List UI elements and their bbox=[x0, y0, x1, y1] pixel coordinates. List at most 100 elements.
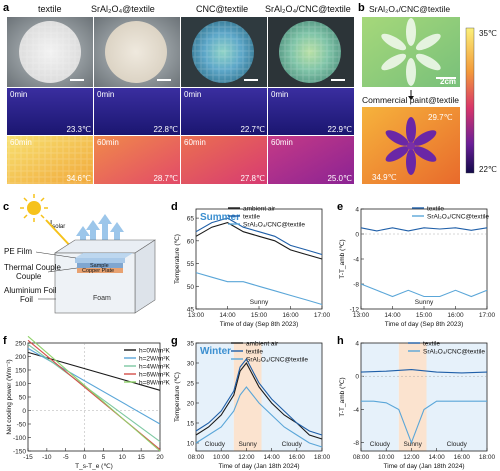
thermal-0min-combo bbox=[268, 88, 354, 135]
x-tick-label: 20 bbox=[156, 454, 164, 461]
panel-b-temp-top: 29.7℃ bbox=[428, 113, 453, 122]
panel-b-scale: 2cm bbox=[440, 77, 456, 86]
series-line-3 bbox=[195, 386, 323, 448]
temp-60-combo: 25.0℃ bbox=[327, 174, 352, 183]
chart-title: Summer bbox=[200, 212, 240, 223]
time-label-60: 60min bbox=[97, 138, 119, 147]
series-line-3 bbox=[195, 272, 323, 306]
plot-frame bbox=[195, 342, 323, 452]
x-tick-label: 13:00 bbox=[188, 312, 205, 319]
solar-label: Isolar bbox=[50, 219, 65, 230]
y-tick-label: 25 bbox=[187, 381, 195, 388]
temp-60-cnc: 27.8℃ bbox=[240, 174, 265, 183]
time-label-60: 60min bbox=[271, 138, 293, 147]
annotation-cloudy: Cloudy bbox=[447, 441, 468, 448]
x-tick-label: 0 bbox=[83, 454, 87, 461]
x-tick-label: 17:00 bbox=[314, 312, 331, 319]
legend-label: textile bbox=[423, 341, 440, 348]
annotation-sunny: Sunny bbox=[403, 441, 422, 448]
y-tick-label: -12 bbox=[350, 307, 360, 314]
legend-label: textile bbox=[243, 214, 260, 221]
x-tick-label: 15:00 bbox=[416, 312, 433, 319]
flower-pattern bbox=[381, 18, 441, 86]
x-tick-label: 17:00 bbox=[479, 312, 496, 319]
scale-bar bbox=[157, 79, 171, 81]
series-line-1 bbox=[360, 369, 488, 374]
y-tick-label: -50 bbox=[17, 422, 27, 429]
series-line-2 bbox=[195, 357, 323, 436]
y-tick-label: 60 bbox=[187, 238, 195, 245]
y-tick-label: -8 bbox=[353, 440, 359, 447]
y-axis-label: Temperature (℃) bbox=[174, 372, 181, 422]
legend-label: textile bbox=[427, 206, 444, 213]
annotation-sunny: Sunny bbox=[238, 441, 257, 448]
series-line-2 bbox=[195, 217, 323, 256]
series-line-2 bbox=[361, 400, 487, 445]
arrow-head bbox=[408, 96, 414, 100]
emission-arrows bbox=[76, 214, 124, 248]
cloudy-region bbox=[196, 343, 234, 451]
x-axis-label: Time of day (Jan 18th 2024) bbox=[218, 463, 299, 470]
x-tick-label: 16:00 bbox=[289, 454, 306, 461]
fabric-weave-combo bbox=[279, 21, 341, 83]
chart-g: g 10 15 20 25 30 35 08:00 10:00 12:00 14:00 16:00 18… bbox=[171, 335, 331, 470]
series-line-2 bbox=[360, 283, 488, 298]
legend-label: h=0W/m²K bbox=[139, 348, 171, 355]
y-tick-label: 65 bbox=[187, 216, 195, 223]
panel-a-label: a bbox=[3, 2, 10, 14]
time-label-0: 0min bbox=[10, 90, 27, 99]
x-tick-label: 18:00 bbox=[479, 454, 496, 461]
chart-d: d 45 50 55 60 65 13:00 14:00 15:00 16:00 17:00 Time… bbox=[171, 201, 331, 328]
flower-thermal bbox=[385, 117, 437, 175]
layer-foil-2: Foil bbox=[20, 295, 33, 304]
panel-h-label: h bbox=[337, 335, 344, 347]
col-title-textile: textile bbox=[38, 4, 62, 14]
x-axis-label: Time of day (Sep 8th 2023) bbox=[220, 321, 299, 328]
y-tick-label: 20 bbox=[187, 401, 195, 408]
legend-label: SrAl₂O₄/CNC@textile bbox=[423, 349, 485, 356]
y-tick-label: -4 bbox=[353, 407, 359, 414]
x-tick-label: 10:00 bbox=[213, 454, 230, 461]
time-label-60: 60min bbox=[10, 138, 32, 147]
panel-d-label: d bbox=[171, 201, 178, 213]
series-line-5 bbox=[27, 335, 161, 452]
sunny-region bbox=[398, 343, 427, 451]
cloudy-region bbox=[361, 343, 399, 451]
y-tick-label: 200 bbox=[15, 354, 26, 361]
series-line-1 bbox=[195, 222, 323, 260]
y-tick-label: -8 bbox=[353, 282, 359, 289]
chart-e: e -12 -8 -4 0 4 13:00 14:00 15:00 16:00 17:00 Time … bbox=[337, 201, 496, 328]
x-tick-label: -5 bbox=[63, 454, 69, 461]
x-tick-label: 14:00 bbox=[219, 312, 236, 319]
foam-label: Foam bbox=[93, 295, 111, 302]
time-label-0: 0min bbox=[271, 90, 288, 99]
colorbar bbox=[465, 27, 475, 174]
thermal-60min-combo bbox=[268, 136, 354, 184]
panel-b-label: b bbox=[358, 2, 365, 14]
thermal-60min-sral2o4 bbox=[94, 136, 180, 184]
x-tick-label: 10 bbox=[119, 454, 127, 461]
y-tick-label: 35 bbox=[187, 341, 195, 348]
thermal-60min-cnc bbox=[181, 136, 267, 184]
x-axis-label: Time of day (Sep 8th 2023) bbox=[385, 321, 464, 328]
cloudy-region bbox=[261, 343, 322, 451]
x-tick-label: 18:00 bbox=[314, 454, 331, 461]
y-tick-label: -100 bbox=[13, 435, 26, 442]
time-label-0: 0min bbox=[97, 90, 114, 99]
x-tick-label: 16:00 bbox=[454, 454, 471, 461]
series-line-1 bbox=[360, 227, 488, 232]
x-tick-label: 10:00 bbox=[378, 454, 395, 461]
thermal-0min-textile bbox=[7, 88, 93, 135]
legend-label: SrAl₂O₄/CNC@textile bbox=[243, 222, 305, 229]
y-tick-label: 45 bbox=[187, 307, 195, 314]
legend-label: h=6W/m²K bbox=[139, 372, 171, 379]
y-axis-label: T-T_amb (℃) bbox=[339, 239, 346, 278]
x-tick-label: 13:00 bbox=[353, 312, 370, 319]
copper-label: Copper Plate bbox=[82, 268, 114, 274]
thermal-0min-cnc bbox=[181, 88, 267, 135]
y-axis-label: Net cooling power (Wm⁻²) bbox=[6, 359, 13, 434]
legend-label: ambient air bbox=[243, 206, 276, 213]
panel-c: c Isolar bbox=[3, 194, 157, 314]
